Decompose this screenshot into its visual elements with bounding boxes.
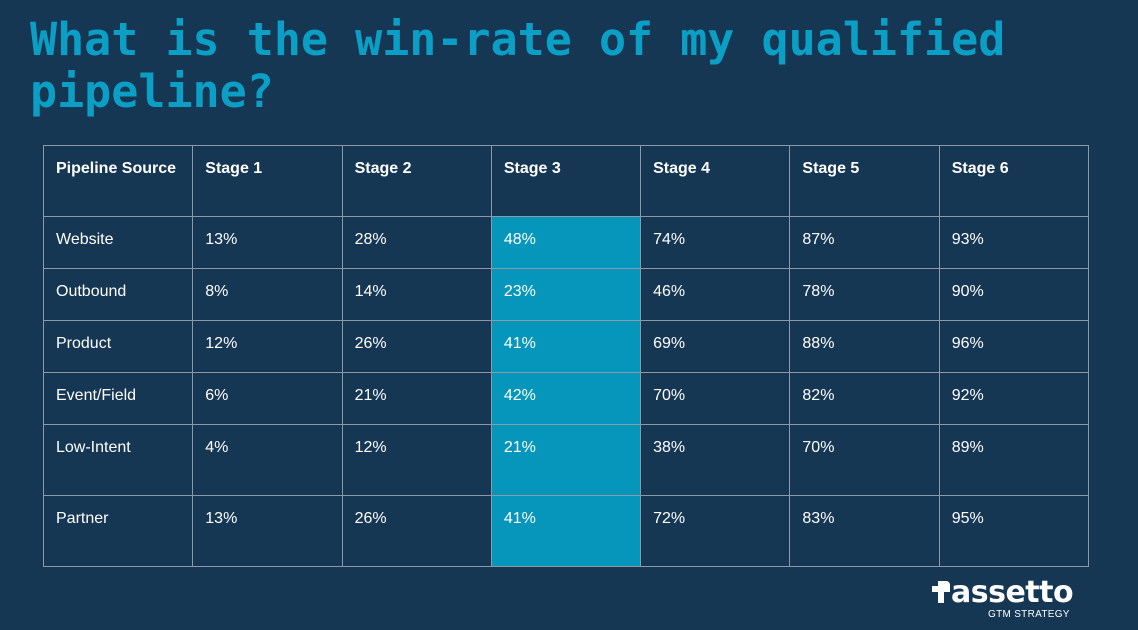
column-header-stage-6: Stage 6: [938, 145, 1090, 217]
value-cell: 26%: [341, 495, 492, 567]
plus-icon: [932, 579, 950, 605]
row-source-cell: Partner: [42, 495, 194, 567]
value-cell: 4%: [192, 424, 343, 496]
value-cell: 46%: [640, 268, 791, 321]
table-header-row: Pipeline Source Stage 1 Stage 2 Stage 3 …: [42, 145, 1090, 217]
column-header-stage-1: Stage 1: [192, 145, 343, 217]
row-source-cell: Low-Intent: [42, 424, 194, 496]
logo-wordmark: assetto: [932, 575, 1074, 610]
row-source-cell: Event/Field: [42, 372, 194, 425]
value-cell: 95%: [938, 495, 1090, 567]
column-header-stage-5: Stage 5: [789, 145, 940, 217]
highlighted-value-cell: 42%: [490, 372, 642, 425]
value-cell: 13%: [192, 495, 343, 567]
value-cell: 21%: [341, 372, 492, 425]
value-cell: 12%: [341, 424, 492, 496]
value-cell: 92%: [938, 372, 1090, 425]
column-header-stage-4: Stage 4: [640, 145, 791, 217]
value-cell: 6%: [192, 372, 343, 425]
passetto-logo: assetto GTM STRATEGY: [932, 576, 1102, 622]
value-cell: 28%: [341, 216, 492, 269]
value-cell: 69%: [640, 320, 791, 373]
value-cell: 78%: [789, 268, 940, 321]
value-cell: 26%: [341, 320, 492, 373]
row-source-cell: Website: [42, 216, 194, 269]
highlighted-value-cell: 41%: [490, 495, 642, 567]
highlighted-value-cell: 41%: [490, 320, 642, 373]
value-cell: 87%: [789, 216, 940, 269]
value-cell: 14%: [341, 268, 492, 321]
value-cell: 70%: [640, 372, 791, 425]
table-row: Product 12% 26% 41% 69% 88% 96%: [42, 320, 1090, 373]
table-row: Partner 13% 26% 41% 72% 83% 95%: [42, 495, 1090, 567]
row-source-cell: Outbound: [42, 268, 194, 321]
value-cell: 74%: [640, 216, 791, 269]
value-cell: 93%: [938, 216, 1090, 269]
value-cell: 88%: [789, 320, 940, 373]
value-cell: 83%: [789, 495, 940, 567]
value-cell: 72%: [640, 495, 791, 567]
column-header-stage-3: Stage 3: [490, 145, 642, 217]
highlighted-value-cell: 48%: [490, 216, 642, 269]
value-cell: 96%: [938, 320, 1090, 373]
page-title: What is the win-rate of my qualified pip…: [30, 13, 1006, 118]
table-row: Website 13% 28% 48% 74% 87% 93%: [42, 216, 1090, 269]
value-cell: 38%: [640, 424, 791, 496]
win-rate-table: Pipeline Source Stage 1 Stage 2 Stage 3 …: [42, 145, 1090, 567]
highlighted-value-cell: 23%: [490, 268, 642, 321]
table-row: Outbound 8% 14% 23% 46% 78% 90%: [42, 268, 1090, 321]
column-header-pipeline-source: Pipeline Source: [42, 145, 194, 217]
value-cell: 70%: [789, 424, 940, 496]
logo-tagline: GTM STRATEGY: [988, 609, 1070, 620]
value-cell: 89%: [938, 424, 1090, 496]
table-row: Event/Field 6% 21% 42% 70% 82% 92%: [42, 372, 1090, 425]
value-cell: 82%: [789, 372, 940, 425]
row-source-cell: Product: [42, 320, 194, 373]
value-cell: 13%: [192, 216, 343, 269]
highlighted-value-cell: 21%: [490, 424, 642, 496]
value-cell: 8%: [192, 268, 343, 321]
value-cell: 90%: [938, 268, 1090, 321]
logo-name: assetto: [951, 575, 1074, 610]
value-cell: 12%: [192, 320, 343, 373]
column-header-stage-2: Stage 2: [341, 145, 492, 217]
table-row: Low-Intent 4% 12% 21% 38% 70% 89%: [42, 424, 1090, 496]
